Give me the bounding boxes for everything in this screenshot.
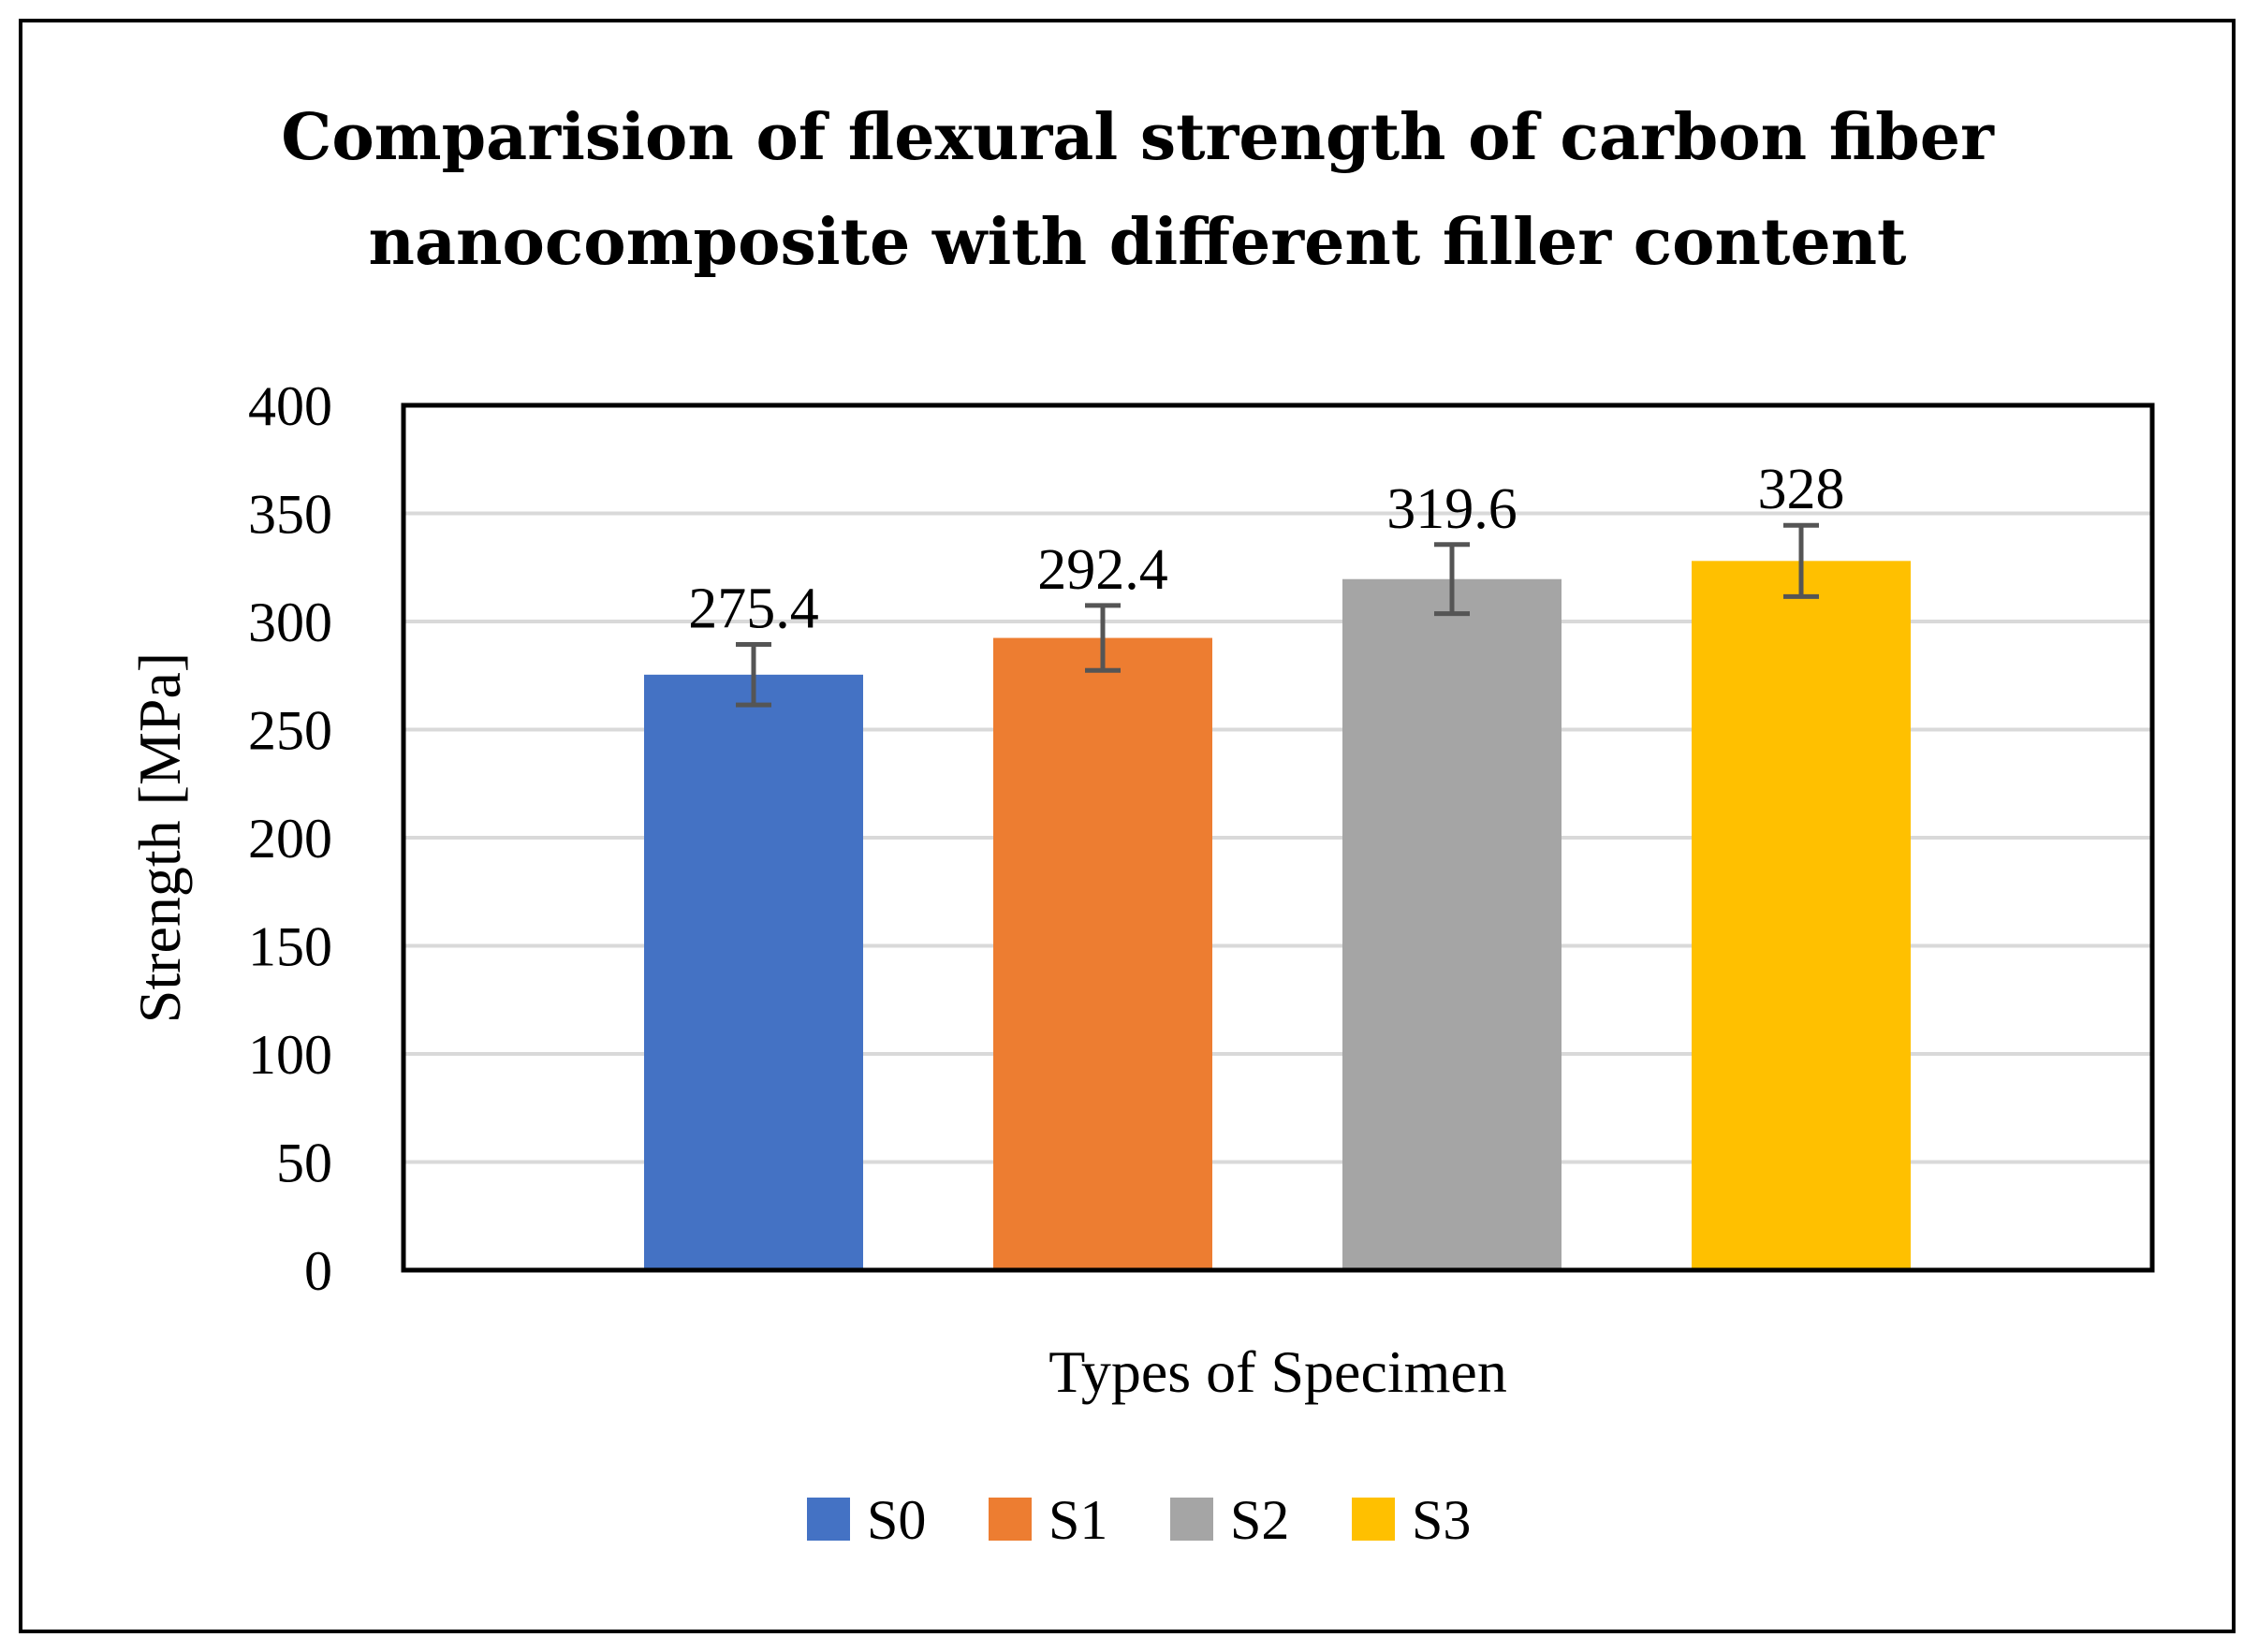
legend-item-S1: S1 [989, 1489, 1107, 1551]
bar-S0 [644, 674, 863, 1270]
y-tick-label-250: 250 [248, 700, 332, 762]
legend-item-S2: S2 [1170, 1489, 1289, 1551]
data-label-S2: 319.6 [1386, 477, 1518, 541]
plot-area-border [401, 402, 2155, 1273]
legend-label-S0: S0 [867, 1489, 926, 1551]
legend-label-S2: S2 [1230, 1489, 1289, 1551]
data-label-S0: 275.4 [688, 577, 819, 640]
error-bar-S2 [1434, 542, 1470, 617]
error-bars [736, 522, 1819, 708]
y-axis-ticks: 0 50 100 150 200 250 300 350 400 [248, 375, 332, 1302]
y-tick-label-400: 400 [248, 375, 332, 437]
legend-item-S3: S3 [1352, 1489, 1471, 1551]
y-tick-label-300: 300 [248, 592, 332, 653]
bars [644, 561, 1911, 1270]
y-tick-label-100: 100 [248, 1024, 332, 1086]
legend: S0 S1 S2 S3 [807, 1489, 1471, 1551]
y-tick-label-150: 150 [248, 916, 332, 978]
legend-swatch-S3 [1352, 1498, 1395, 1541]
y-tick-label-50: 50 [276, 1133, 332, 1194]
chart-title-line-2: nanocomposite with different filler cont… [369, 205, 1908, 280]
bar-S2 [1342, 578, 1562, 1270]
data-label-S1: 292.4 [1037, 538, 1168, 602]
error-bar-S1 [1085, 603, 1121, 673]
legend-item-S0: S0 [807, 1489, 926, 1551]
bar-S1 [993, 637, 1212, 1270]
data-label-S3: 328 [1758, 458, 1845, 521]
error-bar-S3 [1783, 522, 1819, 599]
y-tick-label-0: 0 [304, 1240, 332, 1302]
chart-title-line-1: Comparision of flexural strength of carb… [281, 100, 1995, 175]
data-labels: 275.4 292.4 319.6 328 [688, 458, 1844, 640]
legend-label-S1: S1 [1048, 1489, 1107, 1551]
legend-swatch-S1 [989, 1498, 1032, 1541]
x-axis-title: Types of Specimen [1048, 1338, 1507, 1405]
y-tick-label-200: 200 [248, 808, 332, 870]
error-bar-S0 [736, 641, 771, 708]
legend-swatch-S2 [1170, 1498, 1213, 1541]
bar-S3 [1692, 561, 1911, 1270]
y-tick-label-350: 350 [248, 484, 332, 546]
legend-swatch-S0 [807, 1498, 850, 1541]
legend-label-S3: S3 [1412, 1489, 1471, 1551]
y-axis-title: Strength [MPa] [126, 652, 193, 1023]
